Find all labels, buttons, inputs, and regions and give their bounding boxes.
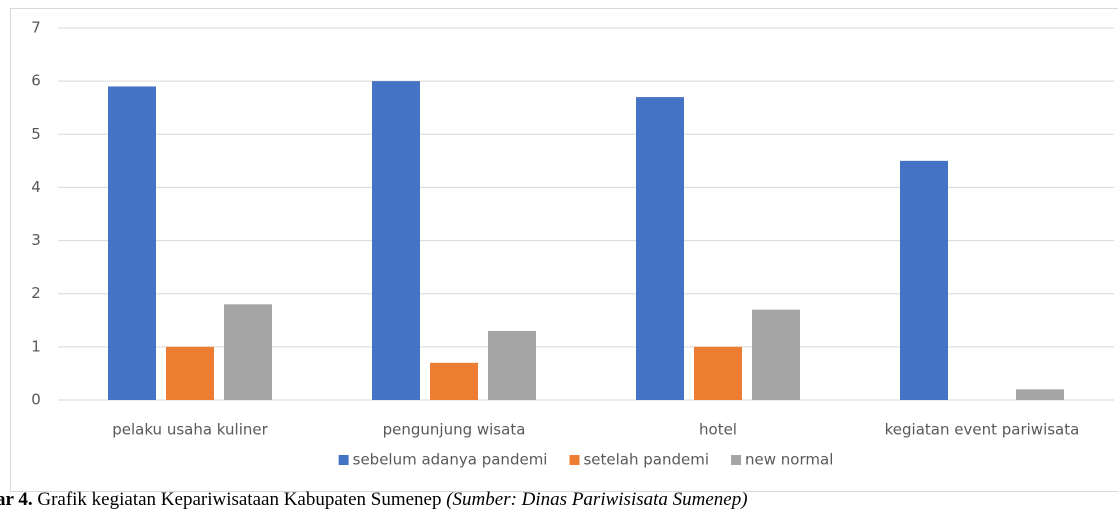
y-tick-label: 3 — [31, 231, 41, 249]
legend-swatch — [569, 455, 580, 465]
caption-label: ar 4. — [0, 489, 33, 510]
caption-text: Grafik kegiatan Kepariwisataan Kabupaten… — [33, 489, 447, 510]
legend-label: new normal — [745, 451, 833, 469]
x-tick-label: kegiatan event pariwisata — [885, 421, 1080, 439]
legend-label: sebelum adanya pandemi — [353, 451, 548, 469]
bar — [752, 309, 800, 400]
caption: ar 4. Grafik kegiatan Kepariwisataan Kab… — [0, 489, 748, 510]
x-tick-label: pelaku usaha kuliner — [112, 421, 268, 439]
bar — [430, 362, 478, 400]
y-tick-label: 1 — [31, 337, 41, 355]
x-tick-label: hotel — [699, 421, 737, 439]
y-tick-label: 5 — [31, 125, 41, 143]
bar — [488, 330, 536, 400]
bar — [1016, 389, 1064, 400]
bar — [900, 160, 948, 400]
y-tick-label: 7 — [31, 19, 41, 37]
bar — [224, 304, 272, 400]
bar — [636, 97, 684, 400]
bar — [108, 86, 156, 400]
legend-label: setelah pandemi — [583, 451, 709, 469]
y-tick-label: 2 — [31, 284, 41, 302]
legend-swatch — [731, 455, 742, 465]
y-tick-label: 0 — [31, 391, 41, 409]
bar — [166, 346, 214, 400]
bar — [694, 346, 742, 400]
x-tick-label: pengunjung wisata — [383, 421, 526, 439]
bar — [372, 81, 420, 401]
caption-source: (Sumber: Dinas Pariwisisata Sumenep) — [446, 489, 747, 510]
y-tick-label: 6 — [31, 72, 41, 90]
legend-swatch — [338, 455, 349, 465]
y-tick-label: 4 — [31, 178, 41, 196]
